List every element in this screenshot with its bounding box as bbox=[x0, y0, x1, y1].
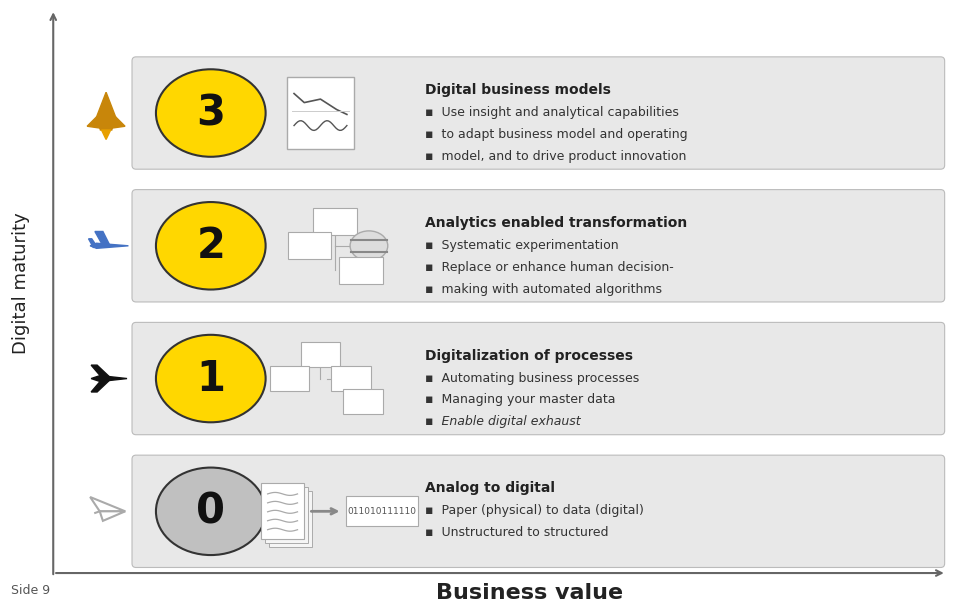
FancyBboxPatch shape bbox=[343, 390, 383, 415]
Ellipse shape bbox=[350, 231, 388, 260]
Text: ▪  Paper (physical) to data (digital): ▪ Paper (physical) to data (digital) bbox=[425, 504, 644, 517]
Polygon shape bbox=[100, 511, 125, 521]
Polygon shape bbox=[90, 243, 129, 248]
Text: Side 9: Side 9 bbox=[12, 584, 51, 597]
Ellipse shape bbox=[156, 335, 266, 422]
FancyBboxPatch shape bbox=[132, 189, 945, 302]
Text: ▪  model, and to drive product innovation: ▪ model, and to drive product innovation bbox=[425, 150, 686, 163]
Text: Business value: Business value bbox=[436, 583, 623, 603]
Polygon shape bbox=[95, 231, 109, 246]
Text: 0: 0 bbox=[196, 490, 226, 532]
FancyBboxPatch shape bbox=[132, 455, 945, 568]
Polygon shape bbox=[88, 239, 97, 248]
FancyBboxPatch shape bbox=[261, 484, 304, 539]
Text: Digital maturity: Digital maturity bbox=[12, 212, 31, 354]
Text: 3: 3 bbox=[196, 92, 226, 134]
FancyBboxPatch shape bbox=[331, 366, 372, 391]
FancyBboxPatch shape bbox=[288, 232, 331, 259]
FancyBboxPatch shape bbox=[314, 208, 357, 235]
Text: ▪  Enable digital exhaust: ▪ Enable digital exhaust bbox=[425, 415, 581, 429]
Ellipse shape bbox=[156, 202, 266, 290]
Text: 1: 1 bbox=[196, 358, 226, 399]
Text: ▪  making with automated algorithms: ▪ making with automated algorithms bbox=[425, 283, 662, 296]
Text: ▪  Replace or enhance human decision-: ▪ Replace or enhance human decision- bbox=[425, 260, 674, 274]
FancyBboxPatch shape bbox=[132, 322, 945, 435]
FancyBboxPatch shape bbox=[340, 257, 383, 283]
Polygon shape bbox=[102, 130, 110, 140]
FancyBboxPatch shape bbox=[300, 342, 341, 367]
Polygon shape bbox=[91, 365, 109, 378]
Ellipse shape bbox=[156, 69, 266, 157]
FancyBboxPatch shape bbox=[132, 57, 945, 169]
Text: ▪  Systematic experimentation: ▪ Systematic experimentation bbox=[425, 239, 619, 252]
Polygon shape bbox=[91, 376, 127, 382]
Text: ▪  Managing your master data: ▪ Managing your master data bbox=[425, 393, 615, 407]
FancyBboxPatch shape bbox=[270, 366, 309, 391]
Text: Digital business models: Digital business models bbox=[425, 83, 611, 97]
Polygon shape bbox=[87, 117, 101, 128]
FancyBboxPatch shape bbox=[287, 77, 354, 149]
Polygon shape bbox=[97, 92, 115, 130]
Text: 011010111110: 011010111110 bbox=[348, 507, 417, 516]
FancyBboxPatch shape bbox=[347, 497, 419, 526]
FancyBboxPatch shape bbox=[265, 487, 308, 543]
Polygon shape bbox=[91, 380, 109, 392]
Text: 2: 2 bbox=[197, 225, 226, 267]
Text: ▪  Automating business processes: ▪ Automating business processes bbox=[425, 371, 639, 385]
Ellipse shape bbox=[156, 467, 266, 555]
Text: ▪  to adapt business model and operating: ▪ to adapt business model and operating bbox=[425, 128, 687, 141]
Text: Analytics enabled transformation: Analytics enabled transformation bbox=[425, 216, 687, 230]
Text: Analog to digital: Analog to digital bbox=[425, 481, 555, 495]
Polygon shape bbox=[111, 117, 125, 128]
Text: ▪  Use insight and analytical capabilities: ▪ Use insight and analytical capabilitie… bbox=[425, 106, 679, 119]
Text: Digitalization of processes: Digitalization of processes bbox=[425, 349, 634, 363]
Polygon shape bbox=[90, 497, 125, 511]
Text: ▪  Unstructured to structured: ▪ Unstructured to structured bbox=[425, 526, 609, 539]
FancyBboxPatch shape bbox=[269, 492, 312, 547]
